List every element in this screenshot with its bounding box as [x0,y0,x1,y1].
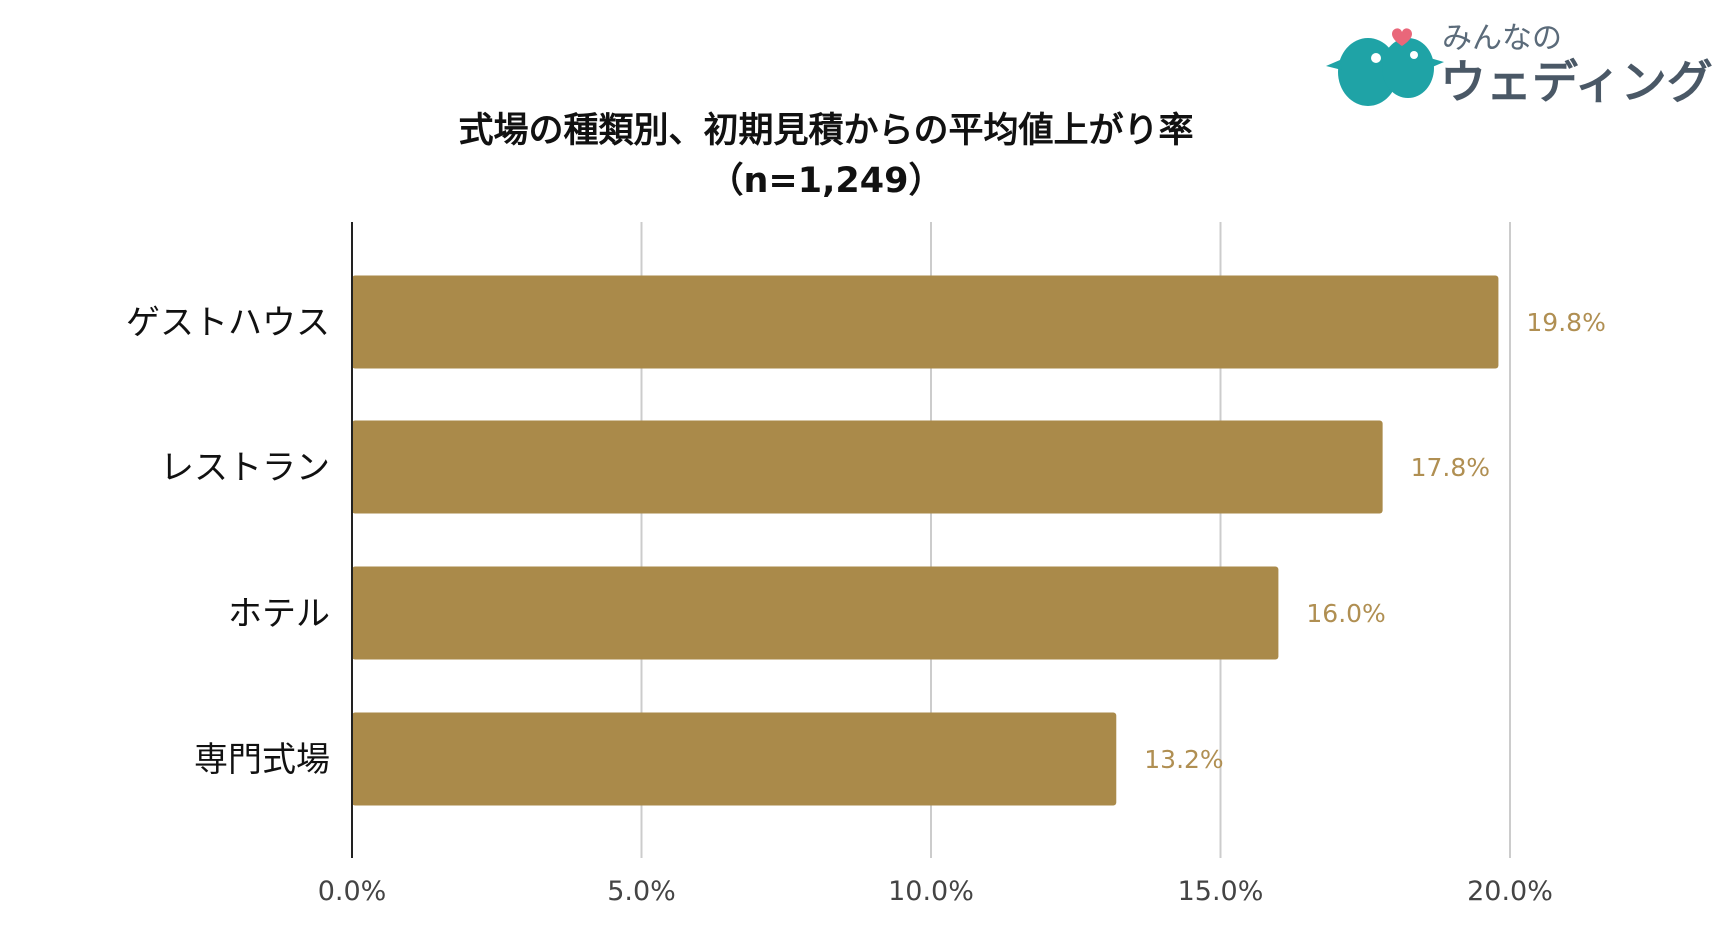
bird-logo-icon [1326,38,1444,106]
x-tick-label: 15.0% [1178,876,1264,907]
category-label: 専門式場 [194,740,330,780]
category-label: ゲストハウス [126,303,330,343]
logo: みんなの ウェディング [1326,21,1713,109]
plot-area: 0.0% 5.0% 10.0% 15.0% 20.0% ゲストハウス 19.8% レストラン 1… [126,222,1606,907]
x-tick-label: 10.0% [888,876,974,907]
bar [352,275,1499,369]
category-label: レストラン [160,448,330,488]
data-label: 16.0% [1306,599,1385,628]
data-label: 17.8% [1411,453,1490,482]
logo-text-big: ウェディング [1440,55,1713,109]
bar [352,420,1383,514]
chart-title: 式場の種類別、初期見積からの平均値上がり率 [458,111,1193,151]
logo-text-small: みんなの [1442,21,1562,56]
bar [352,712,1117,806]
data-label: 13.2% [1144,745,1223,774]
bar [352,566,1279,660]
x-tick-label: 0.0% [318,876,387,907]
data-label: 19.8% [1526,308,1605,337]
x-tick-label: 5.0% [607,876,676,907]
heart-icon [1392,28,1412,46]
chart-subtitle: （n=1,249） [709,161,944,201]
category-label: ホテル [228,594,330,634]
x-tick-label: 20.0% [1467,876,1553,907]
